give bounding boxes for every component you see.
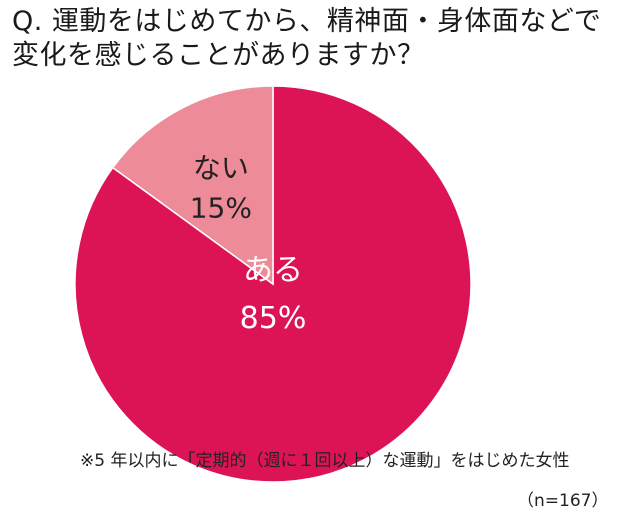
pie-slice-nai	[111, 85, 274, 286]
slice-label-aru: ある	[243, 253, 303, 288]
survey-footnote: ※5 年以内に「定期的（週に１回以上）な運動」をはじめた女性	[80, 451, 570, 471]
sample-size: （n=167）	[517, 491, 609, 511]
chart-title-line-2: 変化を感じることがありますか？	[12, 40, 425, 71]
slice-value-nai: 15%	[190, 192, 252, 225]
slice-label-nai: ない	[193, 152, 249, 185]
slice-value-aru: 85%	[240, 301, 307, 336]
chart-title-line-1: Q. 運動をはじめてから、精神面・身体面などで	[12, 6, 602, 37]
